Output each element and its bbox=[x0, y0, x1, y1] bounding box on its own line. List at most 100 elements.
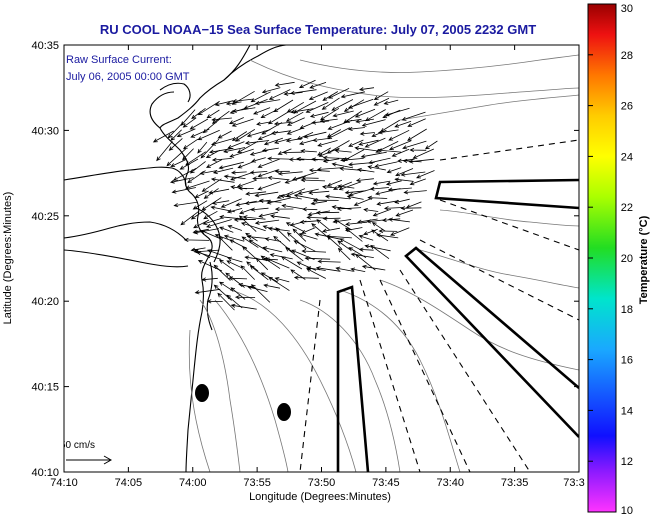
current-vector bbox=[370, 244, 390, 260]
colorbar-tick-label: 28 bbox=[621, 50, 633, 62]
current-vector bbox=[242, 215, 266, 220]
axes: 74:10 74:05 74:00 73:55 73:50 73:45 73:40 73:35… bbox=[31, 40, 584, 489]
current-vector bbox=[208, 147, 234, 154]
current-vector bbox=[190, 247, 206, 252]
current-vector bbox=[171, 187, 196, 194]
current-vector bbox=[326, 179, 343, 187]
current-vector bbox=[304, 256, 331, 261]
current-vector bbox=[254, 99, 281, 106]
colorbar-label: Temperature (°C) bbox=[638, 215, 650, 304]
current-vector bbox=[374, 161, 398, 168]
current-vector bbox=[339, 238, 363, 252]
colorbar-tick-label: 18 bbox=[621, 304, 633, 316]
current-vector bbox=[249, 265, 269, 281]
current-vector bbox=[285, 137, 303, 143]
current-vector bbox=[187, 170, 206, 184]
current-vector bbox=[202, 217, 222, 225]
current-vector bbox=[276, 191, 294, 199]
current-vector bbox=[190, 128, 210, 138]
current-vector bbox=[219, 214, 246, 220]
current-vector bbox=[394, 120, 412, 128]
current-vector bbox=[218, 259, 235, 271]
current-vector bbox=[308, 91, 328, 100]
current-vector bbox=[359, 131, 375, 136]
current-vector bbox=[223, 147, 246, 154]
current-vector bbox=[213, 284, 232, 301]
current-vector bbox=[227, 256, 243, 263]
current-vector bbox=[286, 117, 305, 126]
current-vector bbox=[249, 170, 268, 175]
current-vector bbox=[331, 205, 352, 210]
current-vector bbox=[246, 234, 267, 239]
current-vector bbox=[363, 207, 379, 213]
current-vector bbox=[274, 277, 290, 283]
current-vector bbox=[285, 188, 306, 197]
current-vector bbox=[257, 181, 281, 191]
current-vector bbox=[402, 140, 427, 150]
x-tick-label: 74:05 bbox=[115, 477, 143, 489]
scale-arrow bbox=[66, 455, 113, 465]
current-vector bbox=[236, 179, 257, 188]
current-vector bbox=[240, 222, 266, 232]
current-vector bbox=[258, 211, 279, 218]
current-vector bbox=[226, 294, 243, 309]
current-vector bbox=[403, 190, 427, 195]
current-vector bbox=[388, 217, 410, 223]
current-vector bbox=[261, 87, 281, 94]
current-vector bbox=[302, 207, 318, 212]
current-vector bbox=[388, 129, 410, 141]
current-vectors bbox=[152, 79, 438, 311]
current-vector bbox=[269, 214, 290, 219]
current-vector bbox=[220, 198, 242, 208]
current-vector bbox=[284, 177, 302, 184]
current-vector bbox=[250, 91, 271, 103]
current-vector bbox=[328, 87, 350, 99]
current-vector bbox=[260, 108, 280, 119]
current-vector bbox=[369, 186, 390, 191]
current-vector bbox=[309, 111, 329, 118]
x-axis-label: Longitude (Degrees:Minutes) bbox=[249, 491, 391, 503]
current-vector bbox=[364, 244, 391, 252]
current-vector bbox=[298, 232, 318, 240]
current-vector bbox=[391, 148, 410, 157]
current-vector bbox=[286, 127, 304, 135]
current-vector bbox=[212, 167, 234, 175]
colorbar-tick-label: 26 bbox=[621, 101, 633, 113]
current-vector bbox=[308, 190, 330, 195]
current-vector bbox=[167, 122, 184, 139]
current-vector bbox=[326, 235, 342, 250]
current-vector bbox=[336, 206, 362, 211]
current-vector bbox=[400, 206, 422, 211]
y-tick-label: 40:10 bbox=[31, 467, 59, 479]
x-tick-label: 73:3 bbox=[563, 477, 584, 489]
current-vector bbox=[321, 184, 338, 190]
current-vector bbox=[332, 110, 354, 118]
current-vector bbox=[262, 246, 283, 253]
current-vector bbox=[377, 129, 399, 135]
current-vector bbox=[200, 230, 223, 240]
current-vector bbox=[230, 170, 247, 175]
current-vector bbox=[230, 303, 257, 310]
y-tick-label: 40:30 bbox=[31, 125, 59, 137]
current-vector bbox=[321, 97, 340, 110]
current-vector bbox=[372, 180, 391, 186]
x-tick-label: 73:50 bbox=[308, 477, 336, 489]
current-vector bbox=[347, 126, 365, 131]
current-vector bbox=[373, 91, 389, 100]
current-vector bbox=[242, 246, 257, 259]
current-vector bbox=[274, 169, 290, 174]
current-vector bbox=[273, 235, 293, 253]
current-vector bbox=[335, 266, 354, 272]
current-vector bbox=[384, 107, 410, 117]
coverage-lines-dashed bbox=[299, 139, 579, 472]
x-tick-label: 73:35 bbox=[501, 477, 529, 489]
current-vector bbox=[282, 150, 303, 155]
current-vector bbox=[385, 180, 402, 186]
current-vector bbox=[231, 118, 254, 127]
current-vector bbox=[300, 178, 326, 183]
current-vector bbox=[408, 158, 435, 164]
current-vector bbox=[214, 100, 234, 107]
current-vector bbox=[312, 137, 330, 143]
current-vector bbox=[279, 194, 302, 200]
annotation-line-1: Raw Surface Current: bbox=[66, 54, 172, 66]
